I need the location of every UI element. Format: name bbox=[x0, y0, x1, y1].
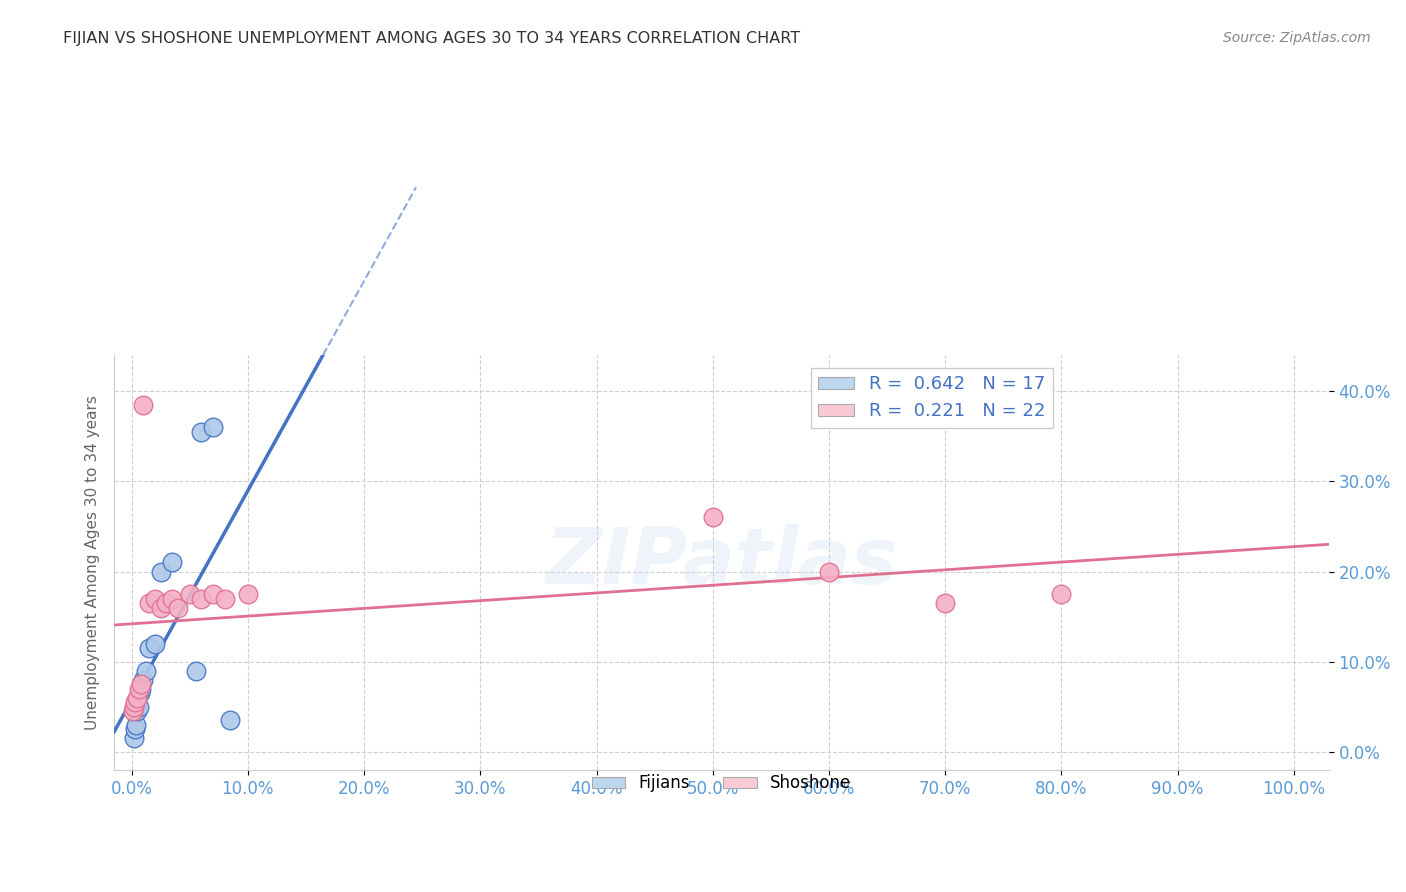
Point bbox=[190, 425, 212, 439]
Point bbox=[124, 723, 146, 737]
Point bbox=[167, 600, 190, 615]
Point bbox=[135, 664, 157, 678]
Point bbox=[214, 591, 236, 606]
Point bbox=[138, 596, 160, 610]
Point bbox=[236, 587, 259, 601]
Point bbox=[162, 556, 184, 570]
Text: Source: ZipAtlas.com: Source: ZipAtlas.com bbox=[1223, 31, 1371, 45]
Point bbox=[179, 587, 201, 601]
Point bbox=[122, 699, 145, 714]
Point bbox=[121, 704, 143, 718]
Point bbox=[702, 510, 724, 524]
Text: FIJIAN VS SHOSHONE UNEMPLOYMENT AMONG AGES 30 TO 34 YEARS CORRELATION CHART: FIJIAN VS SHOSHONE UNEMPLOYMENT AMONG AG… bbox=[63, 31, 800, 46]
Point bbox=[149, 600, 172, 615]
Point bbox=[129, 681, 152, 696]
Point bbox=[162, 591, 184, 606]
Point bbox=[122, 731, 145, 746]
Point bbox=[127, 690, 149, 705]
Point bbox=[934, 596, 956, 610]
Point bbox=[155, 596, 177, 610]
Point bbox=[128, 686, 150, 700]
Point bbox=[128, 681, 150, 696]
Point bbox=[1050, 587, 1073, 601]
Text: ZIPatlas: ZIPatlas bbox=[546, 524, 897, 600]
Point bbox=[201, 420, 224, 434]
Point bbox=[125, 718, 148, 732]
Point bbox=[138, 641, 160, 656]
Point bbox=[219, 714, 242, 728]
Point bbox=[149, 565, 172, 579]
Point bbox=[818, 565, 841, 579]
Point bbox=[129, 677, 152, 691]
Y-axis label: Unemployment Among Ages 30 to 34 years: Unemployment Among Ages 30 to 34 years bbox=[86, 395, 100, 730]
Point bbox=[143, 637, 166, 651]
Point bbox=[132, 398, 155, 412]
Point bbox=[132, 673, 155, 687]
Point bbox=[128, 699, 150, 714]
Legend: Fijians, Shoshone: Fijians, Shoshone bbox=[585, 768, 858, 799]
Point bbox=[124, 695, 146, 709]
Point bbox=[143, 591, 166, 606]
Point bbox=[184, 664, 207, 678]
Point bbox=[201, 587, 224, 601]
Point bbox=[127, 704, 149, 718]
Point bbox=[190, 591, 212, 606]
